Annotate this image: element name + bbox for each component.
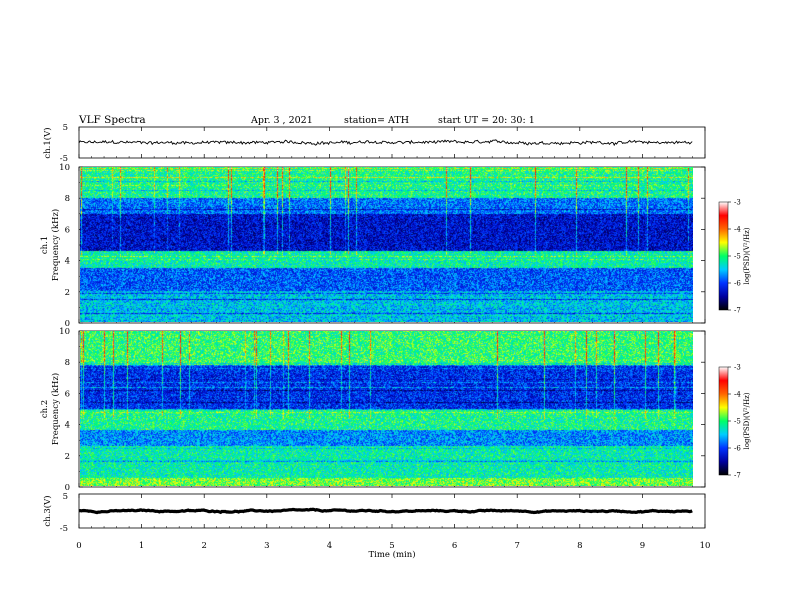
freq-tick-label: 10 (59, 327, 70, 337)
date-label: Apr. 3 , 2021 (250, 115, 313, 126)
ch3-waveform-ylabel: ch.3(V) (42, 495, 53, 526)
ch2-spec-ylabel-top: ch.2 (40, 400, 50, 418)
freq-tick-label: 0 (65, 319, 70, 329)
x-tick-label: 7 (514, 541, 519, 551)
freq-tick-label: 6 (65, 389, 70, 399)
x-tick-label: 8 (577, 541, 582, 551)
colorbar-tick-label: -5 (734, 418, 741, 426)
freq-tick-label: 0 (65, 483, 70, 493)
colorbar-tick-label: -7 (734, 307, 741, 315)
start-time-label: start UT = 20: 30: 1 (438, 115, 535, 126)
colorbar-tick-label: -6 (734, 280, 741, 288)
x-axis: 0 1 2 3 4 5 6 7 8 9 10 (76, 541, 710, 551)
ch3-waveform-line (78, 507, 693, 515)
ch1-spec-ylabel: Frequency (kHz) (50, 209, 61, 281)
figure-title: VLF Spectra (78, 114, 146, 126)
colorbar-tick-label: -6 (734, 445, 741, 453)
ch1-ytick-bottom: -5 (60, 154, 68, 164)
ch1-colorbar-gradient (718, 201, 729, 311)
colorbar-tick-label: -4 (734, 391, 741, 399)
x-tick-label: 4 (327, 541, 332, 551)
colorbar-tick-label: -5 (734, 253, 741, 261)
freq-tick-label: 2 (65, 288, 70, 298)
ch1-ytick-top: 5 (63, 123, 68, 133)
freq-tick-label: 6 (65, 225, 70, 235)
x-tick-label: 5 (389, 541, 394, 551)
ch1-waveform-line (78, 139, 693, 147)
freq-tick-label: 4 (65, 257, 70, 267)
station-label: station= ATH (344, 115, 409, 126)
ch2-colorbar: -3 -4 -5 -6 -7 log(PSD)(V²/Hz) (718, 364, 751, 480)
x-tick-label: 10 (700, 541, 711, 551)
ch2-colorbar-gradient (718, 366, 729, 476)
colorbar-tick-label: -7 (734, 472, 741, 480)
freq-tick-label: 10 (59, 163, 70, 173)
freq-tick-label: 8 (65, 194, 70, 204)
ch3-ytick-top: 5 (63, 492, 68, 502)
x-tick-label: 3 (264, 541, 269, 551)
freq-tick-label: 8 (65, 358, 70, 368)
x-tick-label: 6 (452, 541, 457, 551)
colorbar-tick-label: -3 (734, 364, 741, 372)
x-tick-label: 0 (76, 541, 81, 551)
colorbar-tick-label: -4 (734, 226, 741, 234)
ch2-colorbar-label: log(PSD)(V²/Hz) (743, 392, 751, 449)
ch2-spectrogram-image (80, 331, 693, 486)
ch3-ytick-bottom: -5 (60, 524, 68, 534)
ch1-waveform-ylabel: ch.1(V) (42, 127, 53, 158)
colorbar-tick-label: -3 (734, 199, 741, 207)
x-tick-label: 2 (201, 541, 206, 551)
x-tick-label: 9 (640, 541, 645, 551)
ch1-colorbar: -3 -4 -5 -6 -7 log(PSD)(V²/Hz) (718, 199, 751, 315)
ch1-colorbar-label: log(PSD)(V²/Hz) (743, 227, 751, 284)
ch1-spectrogram-image (80, 167, 693, 322)
freq-tick-label: 2 (65, 452, 70, 462)
freq-tick-label: 4 (65, 421, 70, 431)
x-tick-label: 1 (139, 541, 144, 551)
ch2-spec-ylabel: Frequency (kHz) (50, 373, 61, 445)
ch1-spec-ylabel-top: ch.1 (40, 236, 50, 254)
x-axis-label: Time (min) (368, 549, 415, 560)
